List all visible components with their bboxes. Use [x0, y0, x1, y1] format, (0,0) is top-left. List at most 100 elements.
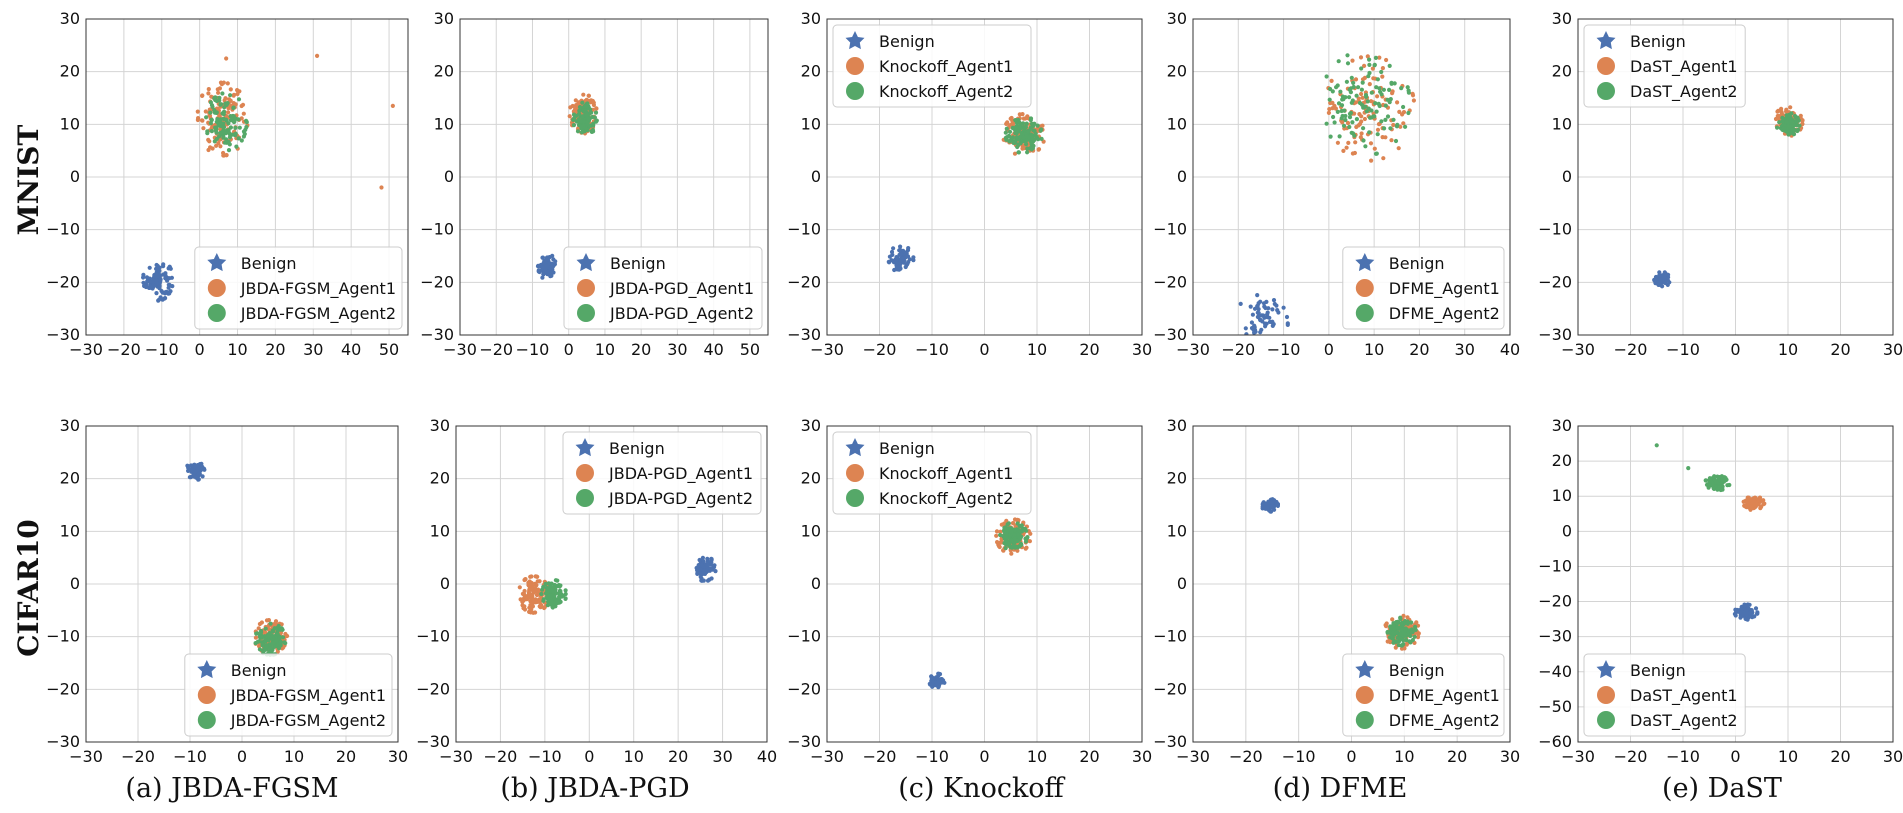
point-1 — [1345, 120, 1351, 126]
point-2 — [1787, 124, 1792, 129]
point-2 — [1018, 122, 1023, 127]
point-2 — [208, 110, 213, 115]
point-2 — [1388, 126, 1393, 131]
point-2 — [553, 578, 559, 583]
point-0 — [200, 474, 205, 479]
point-2 — [1018, 141, 1023, 146]
point-1 — [1021, 116, 1026, 121]
legend-marker-circle — [1355, 304, 1374, 322]
plot-frame — [1577, 425, 1894, 743]
point-2 — [1005, 135, 1010, 140]
point-1 — [581, 92, 586, 97]
point-2 — [219, 102, 224, 107]
point-0 — [709, 576, 714, 581]
point-2 — [1029, 133, 1034, 138]
point-2 — [1781, 126, 1786, 131]
point-2 — [1012, 533, 1017, 538]
point-1 — [216, 90, 221, 95]
point-2 — [244, 120, 249, 125]
point-0 — [145, 279, 150, 284]
point-2 — [1021, 135, 1026, 140]
point-2 — [222, 105, 227, 110]
point-2 — [1409, 620, 1414, 625]
scatter-panel-0: −30 −20 −10 0 10 20 30 40 50−30−20−100102030Beni… — [46, 9, 409, 359]
point-2 — [1385, 630, 1390, 635]
point-2 — [1374, 109, 1379, 114]
y-tick-label: −40 — [1538, 662, 1572, 681]
point-2 — [1347, 111, 1353, 116]
point-2 — [586, 117, 591, 122]
point-2 — [1347, 115, 1353, 120]
point-2 — [237, 125, 242, 130]
point-2 — [563, 588, 568, 593]
point-0 — [154, 278, 159, 283]
point-1 — [1346, 140, 1351, 145]
x-tick-label: −10 — [1282, 747, 1316, 766]
points-layer — [927, 517, 1033, 690]
point-2 — [262, 647, 268, 653]
point-1 — [1353, 77, 1359, 82]
point-2 — [260, 642, 265, 648]
point-2 — [1028, 118, 1033, 123]
point-2 — [1011, 140, 1016, 145]
y-tick-label: −30 — [46, 325, 80, 344]
scatter-panel-4: −30 −20 −10 0 10 20 30 −30 −20 −10 0 10 20 30 Benign Da… — [1538, 9, 1903, 359]
point-0 — [1745, 602, 1750, 607]
point-2 — [208, 100, 213, 105]
point-0 — [887, 254, 893, 259]
point-0 — [545, 255, 550, 260]
x-tick-label: −30 — [810, 747, 844, 766]
point-0 — [166, 282, 171, 287]
legend-box — [194, 246, 403, 330]
point-2 — [1363, 104, 1368, 109]
y-tick-label: 20 — [434, 62, 454, 81]
point-2 — [1367, 57, 1372, 62]
point-0 — [162, 291, 168, 296]
point-2 — [1388, 97, 1393, 102]
legend-label: Benign — [1630, 661, 1686, 680]
point-2 — [1030, 136, 1035, 141]
y-tick-label: 30 — [430, 416, 450, 435]
legend-label: Benign — [241, 254, 297, 273]
point-1 — [537, 597, 542, 602]
point-2 — [1023, 124, 1028, 130]
point-1 — [1370, 66, 1375, 71]
point-0 — [705, 556, 710, 561]
x-tick-label: −30 — [1176, 747, 1210, 766]
point-1 — [1375, 127, 1381, 132]
x-tick-label: −30 — [1561, 340, 1595, 359]
point-0 — [1267, 315, 1272, 320]
point-1 — [207, 139, 212, 144]
point-2 — [1399, 643, 1404, 648]
point-1 — [1746, 501, 1751, 506]
point-1 — [285, 633, 290, 639]
point-1 — [273, 619, 279, 624]
point-0 — [541, 272, 546, 277]
point-0 — [1262, 304, 1267, 309]
point-0 — [1658, 280, 1663, 285]
point-2 — [1351, 84, 1356, 90]
point-2 — [1010, 135, 1016, 140]
point-2 — [1399, 621, 1404, 626]
point-2 — [1363, 144, 1368, 149]
point-1 — [218, 144, 223, 149]
point-2 — [1025, 146, 1030, 151]
y-tick-label: −30 — [787, 732, 821, 751]
legend-label: Benign — [1389, 254, 1445, 273]
point-2 — [231, 105, 236, 111]
point-1 — [1335, 140, 1340, 145]
y-tick-label: −20 — [1153, 272, 1187, 291]
point-2 — [1352, 133, 1357, 138]
point-0 — [1270, 323, 1275, 328]
point-0 — [1745, 617, 1750, 622]
legend-label: JBDA-PGD_Agent1 — [608, 464, 753, 484]
plot-frame — [1192, 425, 1511, 743]
point-1 — [195, 117, 200, 123]
point-0 — [709, 557, 714, 562]
x-tick-label: −20 — [121, 747, 155, 766]
point-0 — [1743, 611, 1749, 617]
point-0 — [701, 571, 706, 576]
y-tick-label: −30 — [416, 732, 450, 751]
point-0 — [927, 681, 932, 686]
point-2 — [205, 129, 210, 134]
